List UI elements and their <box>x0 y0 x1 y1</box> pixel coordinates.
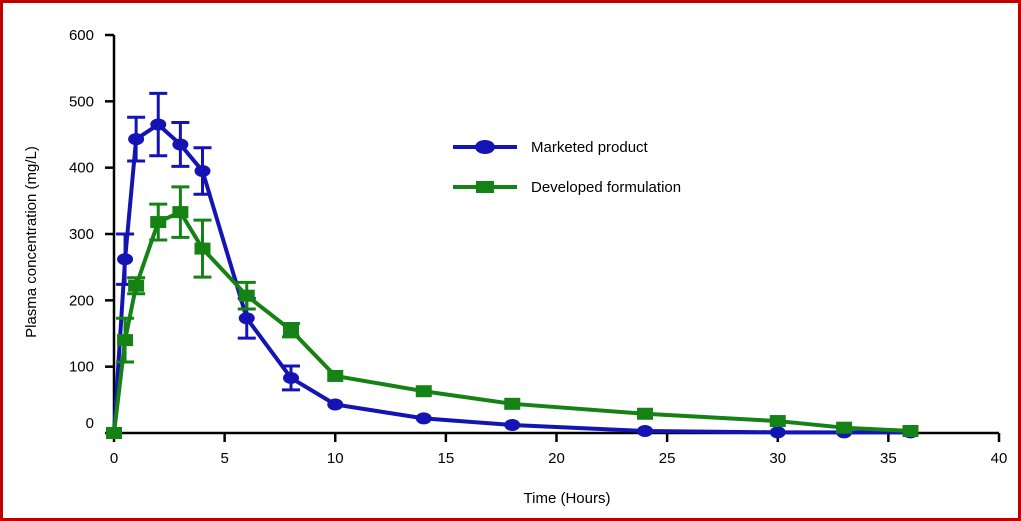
data-point <box>150 118 167 131</box>
data-point <box>238 312 255 325</box>
legend-item-1: Developed formulation <box>453 179 681 196</box>
data-point <box>504 419 521 432</box>
data-point <box>415 412 432 425</box>
data-point <box>769 426 786 439</box>
data-point <box>172 206 189 219</box>
y-tick-label: 500 <box>69 93 94 110</box>
data-point <box>172 138 189 151</box>
data-point <box>902 425 919 438</box>
x-tick-label: 20 <box>548 450 565 467</box>
data-point <box>283 371 299 384</box>
data-point <box>106 427 122 439</box>
data-point <box>194 242 211 255</box>
series-layer <box>106 91 919 439</box>
data-point <box>128 133 145 146</box>
legend-marker <box>475 140 495 154</box>
data-point <box>128 279 145 292</box>
data-point <box>117 334 134 347</box>
data-point <box>415 385 432 398</box>
y-tick-label: 200 <box>69 292 94 309</box>
series-1 <box>106 185 919 439</box>
data-point <box>283 324 299 337</box>
legend: Marketed product Developed formulation <box>453 139 681 196</box>
data-point <box>327 369 344 382</box>
data-point <box>117 253 134 266</box>
series-0 <box>106 91 919 439</box>
x-tick-label: 35 <box>880 450 897 467</box>
y-axis-title: Plasma concentration (mg/L) <box>23 146 40 338</box>
data-point <box>327 398 344 411</box>
legend-item-0: Marketed product <box>453 139 649 156</box>
x-tick-label: 5 <box>220 450 228 467</box>
data-point <box>504 397 521 410</box>
data-point <box>238 289 255 302</box>
x-tick-label: 25 <box>659 450 676 467</box>
x-tick-label: 15 <box>438 450 455 467</box>
x-axis-title: Time (Hours) <box>524 490 611 507</box>
x-tick-label: 0 <box>110 450 118 467</box>
y-tick-label: 300 <box>69 226 94 243</box>
legend-label: Developed formulation <box>531 179 681 196</box>
data-point <box>769 415 786 428</box>
y-tick-label: 100 <box>69 359 94 376</box>
legend-label: Marketed product <box>531 139 649 156</box>
data-point <box>836 421 853 434</box>
data-point <box>194 164 211 177</box>
y-tick-label: 0 <box>86 415 94 432</box>
y-tick-label: 400 <box>69 160 94 177</box>
data-point <box>637 407 653 420</box>
data-point <box>637 425 653 438</box>
x-tick-label: 30 <box>769 450 786 467</box>
x-tick-label: 10 <box>327 450 344 467</box>
x-tick-label: 40 <box>991 450 1008 467</box>
data-point <box>150 216 167 229</box>
legend-marker <box>476 181 494 193</box>
y-tick-label: 600 <box>69 27 94 44</box>
